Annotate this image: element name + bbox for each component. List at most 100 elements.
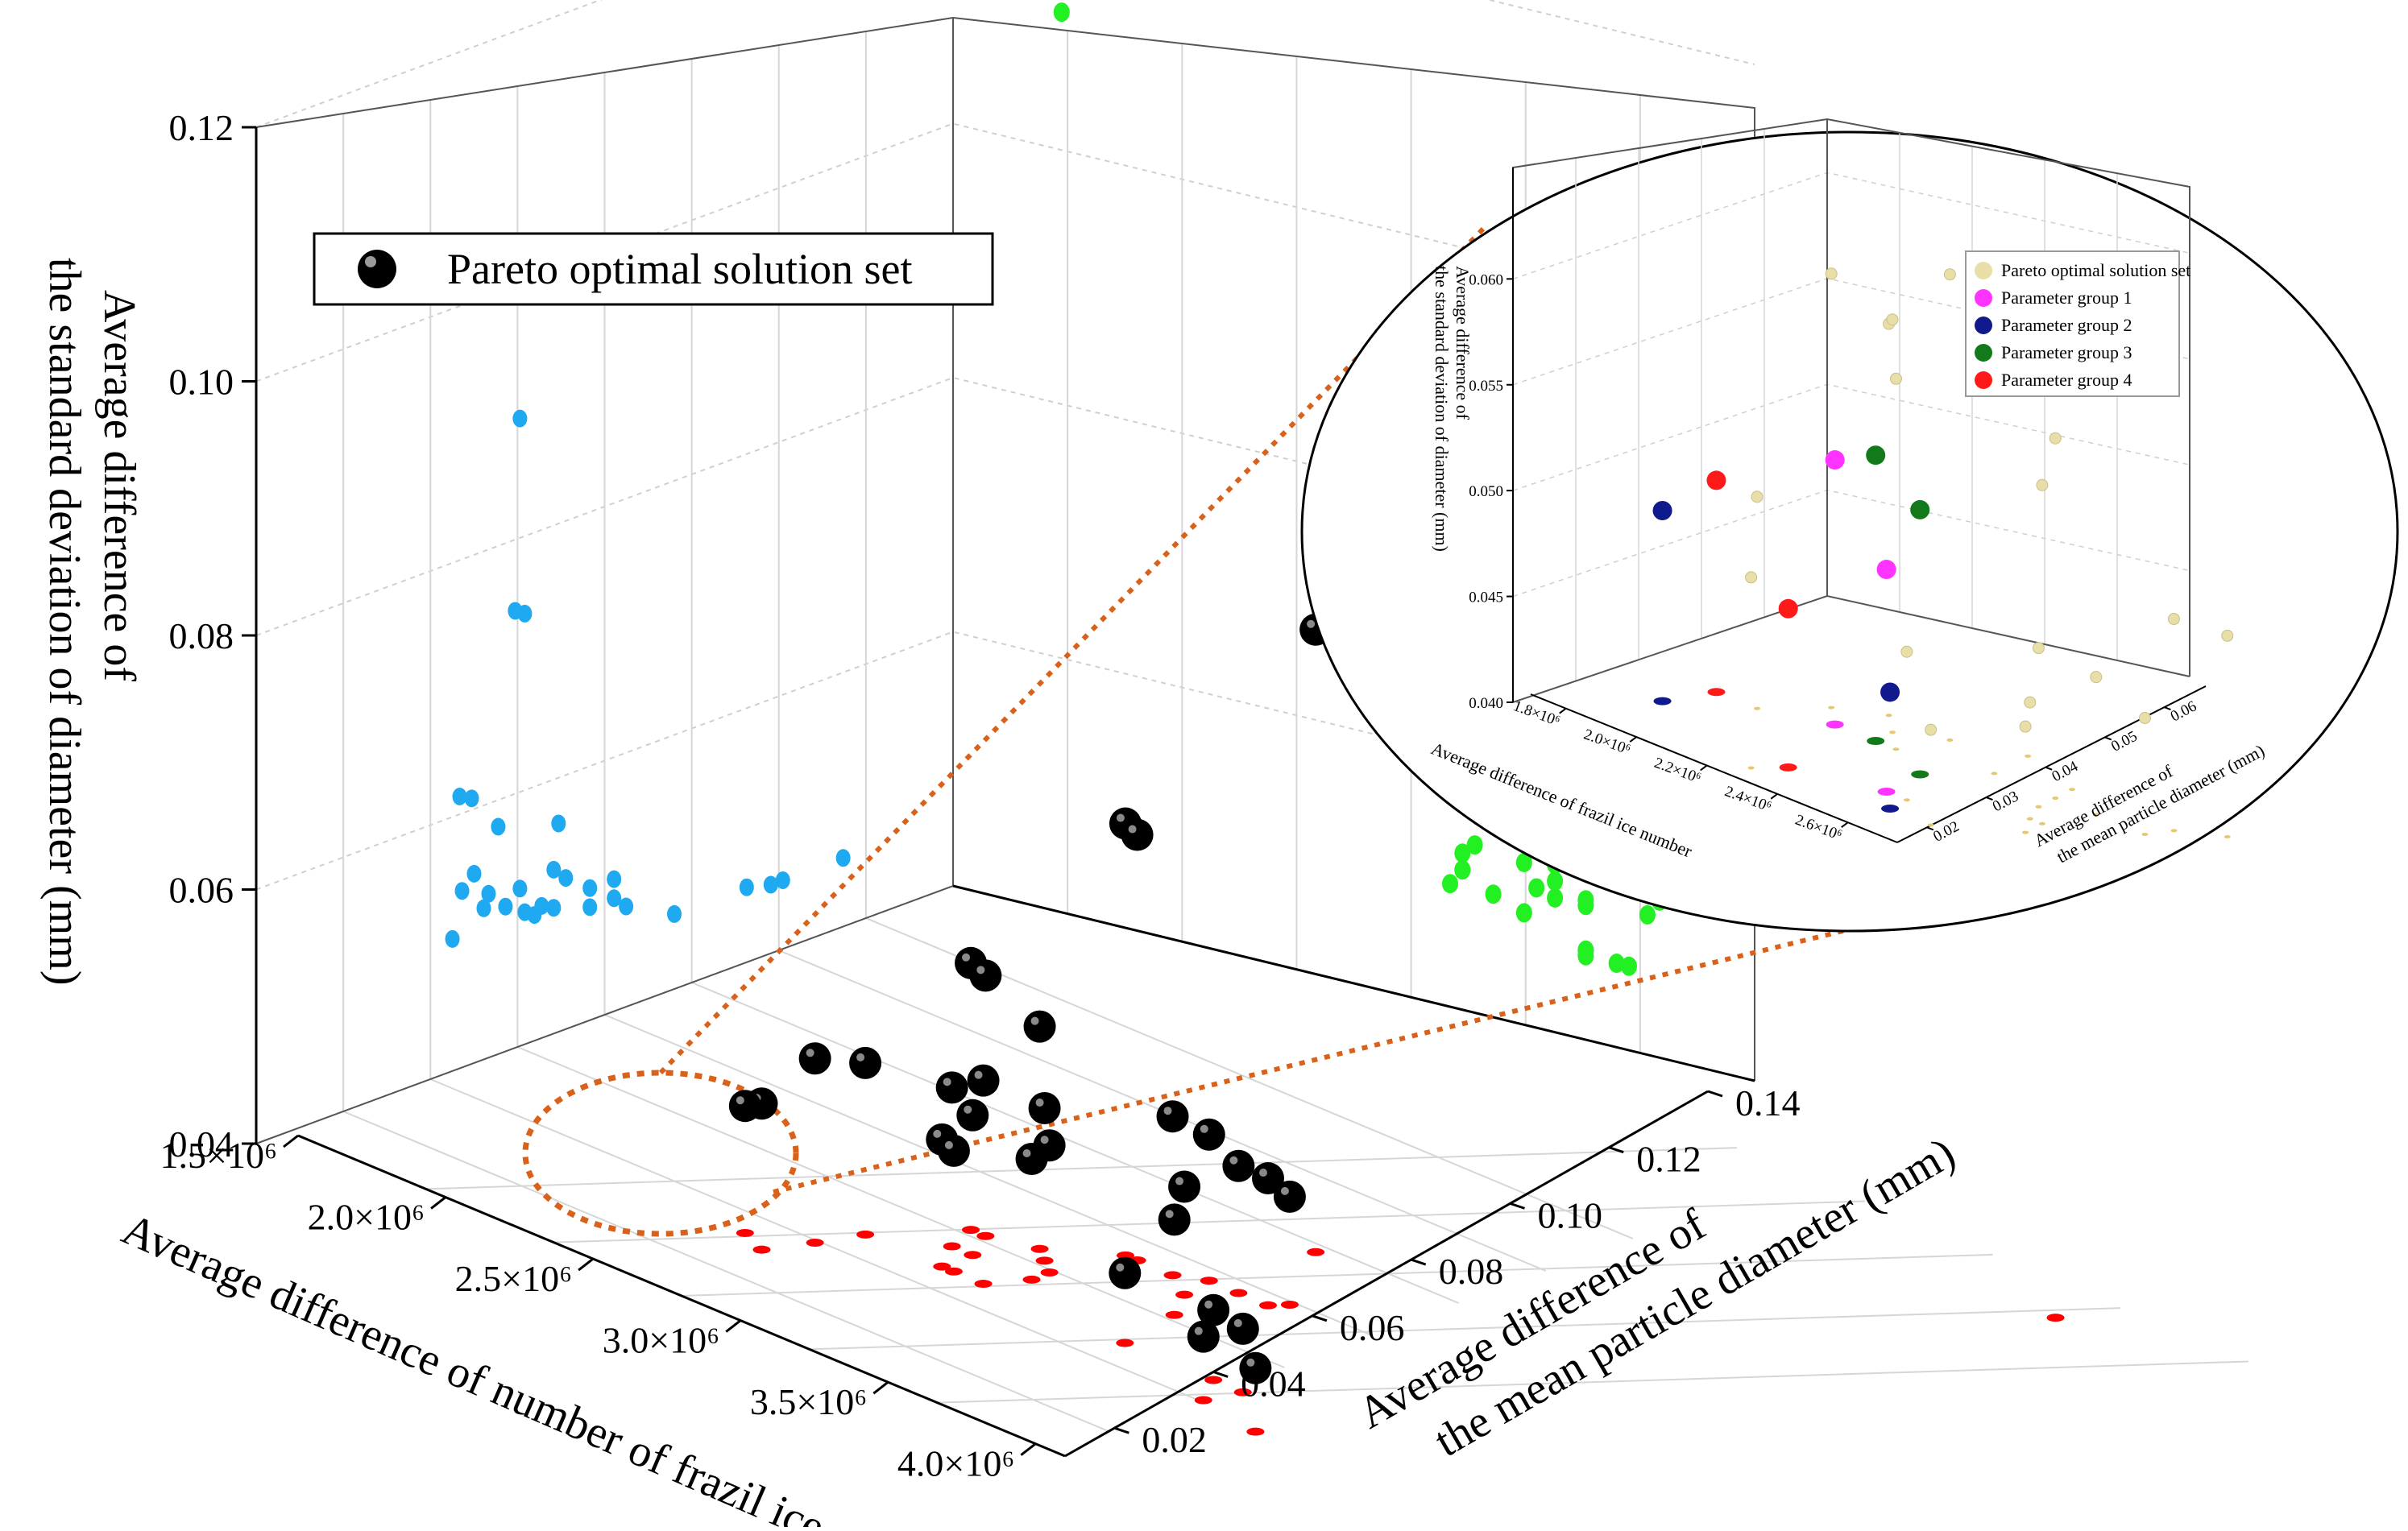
inset-point [2049,432,2062,445]
pareto-point-highlight [1200,1124,1208,1133]
xz-projection-point [835,849,851,867]
pareto-point-highlight [1163,1107,1172,1115]
pareto-point-highlight [974,1070,983,1079]
x-tick-mark [578,1257,595,1272]
z-tick-label: 0.10 [169,362,234,403]
inset-circle [1300,130,2399,933]
pareto-point-highlight [1194,1326,1203,1335]
xz-projection-point [512,409,528,428]
xz-projection-point [582,879,598,897]
pareto-point-highlight [1128,825,1137,834]
pareto-point-highlight [1022,1149,1031,1158]
pareto-point-highlight [1030,1016,1039,1025]
y-tick-mark [1113,1426,1129,1434]
pareto-point [937,1134,970,1167]
xz-projection-point [607,870,622,888]
pareto-point-highlight [1233,1318,1242,1327]
xy-projection-point [944,1267,963,1276]
z-axis-title-line2: the standard deviation of diameter (mm) [39,258,89,985]
pareto-point [798,1042,831,1075]
xy-projection-point [2046,1314,2065,1322]
inset-z-title-line2: the standard deviation of diameter (mm) [1432,266,1452,552]
xz-projection-point [452,788,467,806]
y-axis-ticks: 0.02 0.04 0.06 0.08 0.10 0.12 0.14 [1113,1082,1801,1460]
inset-floor-point [1828,706,1835,710]
inset-point [1925,723,1938,736]
xz-projection-point [551,814,566,833]
yz-projection-point [1485,884,1502,904]
x-tick-mark [430,1196,446,1210]
pareto-point [1023,1010,1056,1043]
x-tick-mark [283,1134,299,1148]
xz-projection-point [558,869,574,888]
legend-marker [358,250,396,288]
x-tick-mark [725,1319,742,1333]
xy-projection-point [1229,1289,1248,1297]
xz-projection-point [512,879,528,898]
xy-projection-point [1116,1339,1134,1347]
xz-projection-point [454,882,470,900]
xy-projection-point [976,1231,995,1240]
xy-projection-point [736,1228,754,1237]
inset-legend-marker [1975,371,1992,389]
inset-legend-label: Parameter group 4 [2001,370,2132,390]
inset-legend-box [1965,250,2180,397]
inset-y-tick-mark [1926,826,1934,831]
inset-floor-point [1653,697,1672,706]
y-tick-mark [1212,1371,1229,1378]
floor-gridline [553,1200,1865,1243]
inset-legend-marker [1975,262,1992,279]
xy-projection-point [1307,1248,1325,1256]
inset-legend-label: Parameter group 2 [2001,315,2132,335]
inset-floor-point [1877,788,1896,797]
inset-point [1900,645,1913,658]
inset-point [1886,313,1899,326]
legend-label: Pareto optimal solution set [447,245,912,293]
y-tick-label: 0.12 [1636,1139,1701,1180]
inset-floor-point [1892,747,1900,751]
yz-projection-point [1577,945,1594,966]
inset-floor-point [2022,830,2029,834]
inset-floor-point [2141,833,2149,837]
y-tick-mark [1312,1314,1328,1322]
inset-floor-point [1991,772,1998,776]
z-axis-ticks: 0.04 0.06 0.08 0.10 0.12 [169,107,256,1165]
xz-projection-point [582,898,598,917]
inset-floor-point [2052,797,2059,801]
yz-projection-point [1466,835,1483,855]
inset-floor-point [1911,770,1929,779]
inset-point [2036,478,2049,491]
pareto-point-highlight [1280,1186,1289,1195]
pareto-point-highlight [1259,1169,1267,1177]
xy-projection-point [752,1245,771,1254]
y-tick-label: 0.06 [1340,1307,1405,1348]
inset-floor-point [2224,835,2231,839]
inset-floor-point [1707,688,1726,697]
xz-projection-point [466,864,482,883]
inset-legend: Pareto optimal solution set Parameter gro… [1965,250,2190,397]
pareto-point-highlight [964,1105,972,1114]
pareto-point-highlight [1035,1099,1044,1107]
xy-projection-point [856,1230,875,1239]
inset-floor-point [2092,813,2099,817]
inset-floor-point [2035,805,2042,809]
pareto-series [728,310,2072,1384]
yz-projection-point [1053,2,1070,23]
pareto-point-highlight [1040,1136,1049,1144]
yz-projection-point [1528,878,1545,898]
inset-floor-point [1903,798,1910,802]
pareto-point-highlight [1175,1177,1184,1185]
inset-y-tick-mark [2164,706,2171,711]
inset-y-tick-mark [2104,736,2112,741]
zoom-ellipse [522,1070,799,1237]
inset-point [1880,682,1900,702]
pareto-point [1158,1203,1191,1236]
inset-z-tick-label: 0.060 [1469,271,1503,288]
x-axis-ticks: 1.5×10⁶ 2.0×10⁶ 2.5×10⁶ 3.0×10⁶ 3.5×10⁶ 4.0×1… [160,1134,1037,1484]
pareto-point [1226,1312,1259,1345]
inset-floor-point [2069,788,2076,792]
pareto-point-highlight [933,1129,942,1138]
xy-projection-point [1165,1310,1183,1319]
yz-projection-point [1547,888,1564,908]
